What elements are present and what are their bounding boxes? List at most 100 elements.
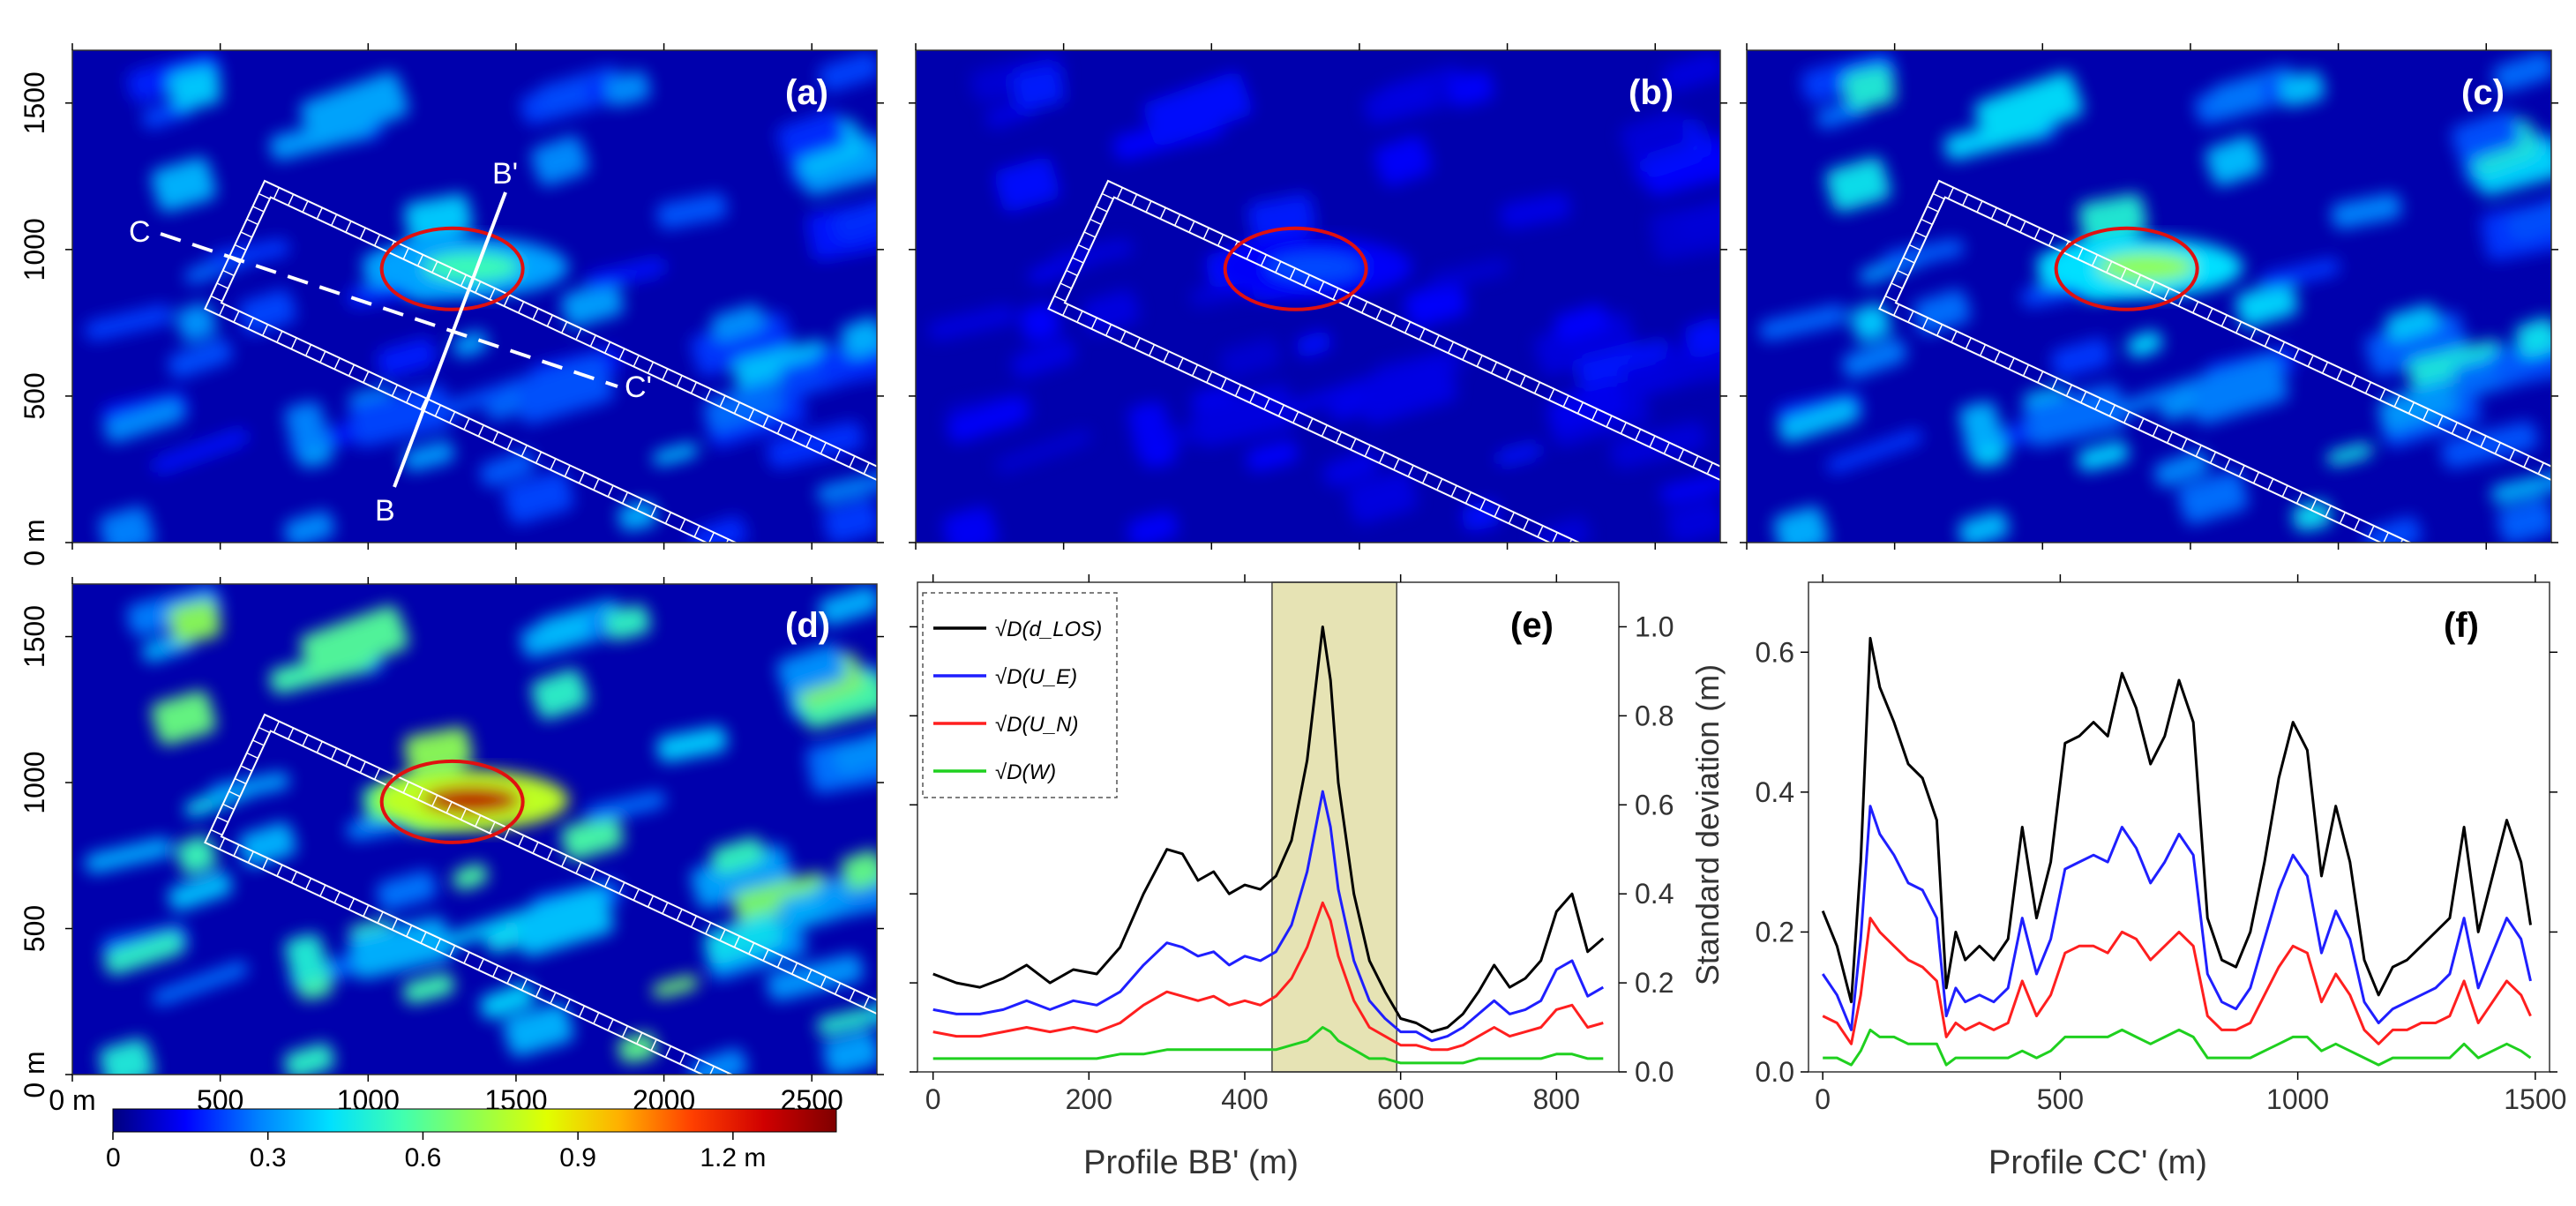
map-blob: [689, 516, 748, 543]
map-blob: [994, 157, 1060, 213]
map-blob: [85, 304, 172, 341]
colorbar-tick-label: 0.6: [405, 1143, 442, 1172]
map-panel-b: [909, 43, 1727, 550]
map-blob: [2385, 303, 2439, 342]
map-blob: [103, 931, 184, 976]
chart-e: 0 200 400 600 800 0.0 0.2 0.4 0.6 0.8 1.0: [910, 574, 1674, 1115]
map-blob: [168, 599, 221, 645]
map-blob: [284, 933, 329, 985]
map-blob: [2497, 498, 2551, 543]
map-blob: [822, 498, 877, 543]
map-blob: [1219, 337, 1281, 378]
map-blob: [151, 157, 217, 213]
map-blob: [845, 326, 877, 372]
anomaly-core: [1266, 252, 1364, 281]
map-blob: [767, 421, 864, 469]
map-blob: [1142, 71, 1253, 146]
map-blob: [299, 605, 409, 680]
map-blob: [560, 281, 625, 328]
map-blob: [1533, 311, 1636, 377]
map-blob: [767, 954, 864, 1001]
map-blob: [479, 450, 535, 488]
marker-b-end: B': [492, 157, 518, 191]
map-blob: [209, 238, 290, 270]
chart-f-xlabel: Profile CC' (m): [1988, 1144, 2207, 1181]
map-blob: [2364, 311, 2467, 377]
series-line: [932, 901, 1604, 1052]
map-blob: [453, 330, 489, 358]
map-blob: [1643, 140, 1720, 196]
series-line: [932, 790, 1605, 1043]
map-blob: [604, 604, 651, 640]
map-blob: [453, 863, 489, 891]
map-blob: [1322, 450, 1379, 488]
x-tick-label: 1500: [2504, 1083, 2566, 1115]
map-blob: [1546, 379, 1628, 433]
map-blob: [1610, 421, 1707, 469]
map-blob: [176, 303, 217, 342]
map-blob: [1620, 110, 1690, 163]
y-tick-label: 0.2: [1635, 967, 1674, 999]
map-blob: [2187, 354, 2288, 424]
legend-label: √D(U_N): [995, 713, 1079, 737]
map-y-tick-label: 1500: [19, 605, 50, 668]
map-blob: [1826, 429, 1923, 474]
marker-c-start: C: [129, 215, 151, 249]
map-blob: [168, 871, 233, 911]
map-blob: [1913, 289, 1971, 334]
legend-e: √D(d_LOS) √D(U_E) √D(U_N) √D(W): [922, 592, 1118, 798]
map-blob: [1127, 511, 1179, 543]
map-blob: [2153, 450, 2210, 488]
map-blob: [2326, 443, 2373, 466]
shaded-region: [1271, 581, 1397, 1073]
track-frame: [204, 713, 877, 1075]
y-tick-label: 0.6: [1635, 789, 1674, 820]
map-blob: [402, 973, 455, 1004]
map-blob: [1825, 157, 1891, 213]
anomaly-ellipse: [379, 759, 525, 844]
anomaly-ellipse: [1223, 226, 1368, 311]
series-line: [932, 625, 1605, 1034]
x-tick-label: 200: [1066, 1083, 1112, 1115]
map-blob: [376, 337, 438, 378]
map-blob: [690, 844, 793, 909]
map-frame: [71, 583, 878, 1075]
map-blob: [604, 71, 651, 108]
map-blob: [732, 873, 831, 924]
y-tick-label: 0.2: [1756, 916, 1794, 948]
map-blob: [513, 354, 614, 424]
map-blob: [299, 71, 409, 146]
map-blob: [1554, 303, 1608, 342]
map-blob: [732, 340, 831, 392]
anomaly-ellipse: [2054, 226, 2199, 311]
map-blob: [942, 506, 999, 543]
map-blob: [776, 643, 847, 696]
map-blob: [1404, 281, 1468, 328]
map-blob: [479, 982, 535, 1020]
map-panel-c: [1740, 43, 2558, 550]
map-blob: [656, 726, 728, 763]
map-blob: [710, 836, 765, 874]
map-blob: [818, 51, 877, 93]
map-blob: [1683, 317, 1720, 359]
map-blob: [1843, 65, 1896, 111]
map-y-tick-label: 1500: [19, 71, 50, 134]
map-blob: [1778, 398, 1859, 443]
map-blob: [833, 725, 877, 775]
map-blob: [283, 1043, 335, 1075]
colorbar-tick-label: 0: [106, 1143, 121, 1172]
colorbar-tick-label: 1.2 m: [700, 1143, 766, 1172]
profile-cc-line: [160, 232, 618, 388]
legend-label: √D(d_LOS): [995, 618, 1102, 641]
anomaly-core: [2097, 252, 2195, 281]
panel-label-f: (f): [2444, 606, 2479, 645]
map-blob: [152, 961, 249, 1006]
x-tick-label: 0: [925, 1083, 941, 1115]
y-tick-label: 0.8: [1635, 700, 1674, 731]
map-blob: [833, 192, 877, 243]
y-tick-label: 0.0: [1635, 1056, 1674, 1088]
map-blob: [1346, 470, 1418, 525]
marker-c-end: C': [625, 371, 652, 404]
panel-label-b: (b): [1629, 73, 1674, 112]
marker-b-start: B: [375, 494, 395, 528]
